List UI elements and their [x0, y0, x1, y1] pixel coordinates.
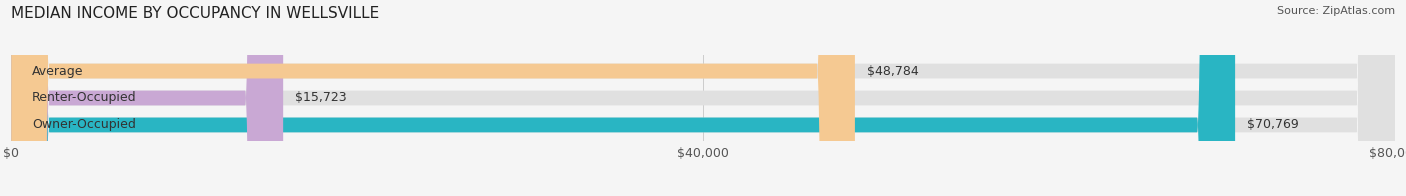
Text: $15,723: $15,723: [295, 92, 347, 104]
FancyBboxPatch shape: [11, 0, 1234, 196]
FancyBboxPatch shape: [11, 0, 855, 196]
Text: Owner-Occupied: Owner-Occupied: [32, 118, 136, 132]
Text: Average: Average: [32, 64, 83, 78]
FancyBboxPatch shape: [11, 0, 1395, 196]
FancyBboxPatch shape: [11, 0, 1395, 196]
Text: Source: ZipAtlas.com: Source: ZipAtlas.com: [1277, 6, 1395, 16]
FancyBboxPatch shape: [11, 0, 283, 196]
Text: $48,784: $48,784: [868, 64, 918, 78]
Text: $70,769: $70,769: [1247, 118, 1299, 132]
FancyBboxPatch shape: [11, 0, 1395, 196]
Text: MEDIAN INCOME BY OCCUPANCY IN WELLSVILLE: MEDIAN INCOME BY OCCUPANCY IN WELLSVILLE: [11, 6, 380, 21]
Text: Renter-Occupied: Renter-Occupied: [32, 92, 136, 104]
